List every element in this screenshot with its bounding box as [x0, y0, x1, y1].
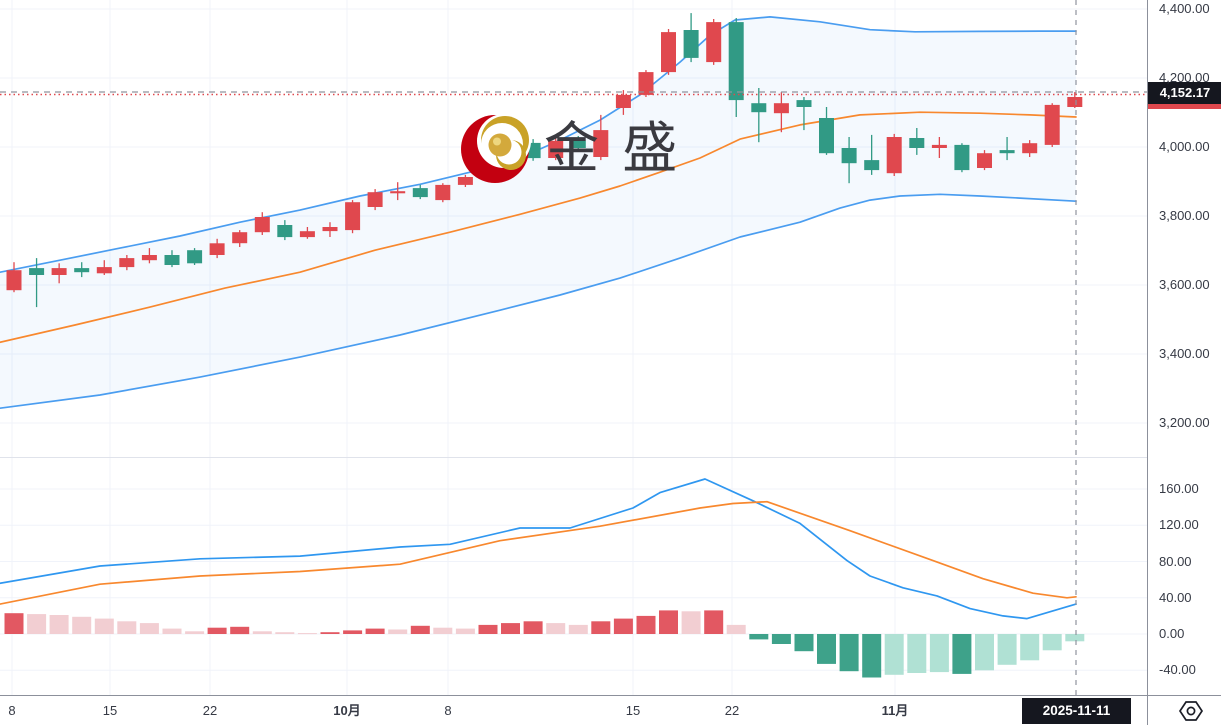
time-axis-label: 8	[444, 703, 452, 718]
price-axis-label: 3,800.00	[1159, 208, 1210, 223]
time-axis-label: 15	[102, 703, 118, 718]
price-axis-label: -40.00	[1159, 662, 1196, 677]
macd-lines-layer	[0, 478, 1077, 620]
price-axis-label: 3,200.00	[1159, 415, 1210, 430]
scale-settings-icon[interactable]	[1178, 699, 1204, 723]
price-axis-label: 4,000.00	[1159, 139, 1210, 154]
crosshair-layer	[0, 0, 1147, 695]
time-axis-label: 11月	[881, 703, 909, 718]
time-axis-label: 8	[8, 703, 16, 718]
bollinger-bands-layer	[0, 16, 1077, 410]
candles-layer	[6, 13, 1083, 308]
price-axis-label: 0.00	[1159, 626, 1185, 641]
price-axis-label: 4,200.00	[1159, 70, 1210, 85]
time-axis-label: 15	[625, 703, 641, 718]
price-axis-label: 3,600.00	[1159, 277, 1210, 292]
pane-separator[interactable]	[0, 457, 1221, 458]
price-axis-label: 160.00	[1159, 481, 1199, 496]
price-axis-label: 40.00	[1159, 590, 1192, 605]
macd-histogram-layer	[4, 610, 1085, 678]
price-axis-label: 4,400.00	[1159, 1, 1210, 16]
axis-corner	[1147, 695, 1221, 725]
crosshair-date-badge: 2025-11-11	[1022, 698, 1131, 724]
chart-canvas[interactable]	[0, 0, 1147, 695]
crosshair-price-badge: 4,152.17	[1148, 82, 1221, 104]
price-axis-label: 80.00	[1159, 554, 1192, 569]
price-axis[interactable]: 4,152.17 4,400.00 4,200.00 4,000.00 3,800.0…	[1147, 0, 1221, 695]
time-axis-label: 10月	[333, 703, 361, 718]
time-axis[interactable]: 2025-11-11 8 15 22 10月 8 15 22 11月	[0, 695, 1147, 725]
price-axis-label: 3,400.00	[1159, 346, 1210, 361]
time-axis-label: 22	[724, 703, 740, 718]
price-axis-label: 120.00	[1159, 517, 1199, 532]
time-axis-label: 22	[202, 703, 218, 718]
